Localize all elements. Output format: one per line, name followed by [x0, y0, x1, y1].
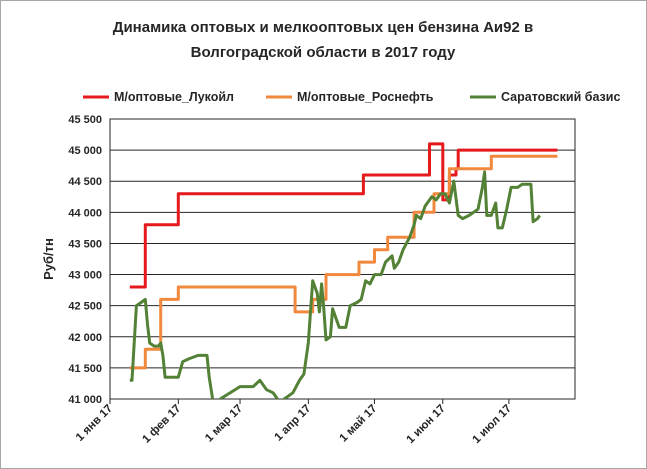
series-line-lukoil: [129, 142, 558, 289]
y-tick-label: 43 000: [68, 270, 102, 282]
y-axis-ticks: 41 000 41 500 42 000 42 500 43 000 43 500 44 0…: [68, 114, 102, 406]
legend-label-saratov: Саратовский базис: [501, 90, 620, 104]
chart-title-line-1: Динамика оптовых и мелкооптовых цен бенз…: [113, 19, 533, 36]
y-axis-title: Руб/тн: [41, 238, 56, 280]
x-tick-label: 1 май 17: [338, 403, 380, 445]
plot-area-frame: [109, 118, 576, 400]
y-tick-label: 41 500: [68, 363, 102, 375]
series-lines: [129, 142, 558, 399]
x-tick-label: 1 фев 17: [140, 403, 183, 446]
x-tick-label: 1 июл 17: [471, 403, 514, 446]
x-axis-ticks: 1 янв 17 1 фев 17 1 мар 17 1 апр 17 1 май 17…: [74, 399, 514, 446]
y-tick-label: 42 500: [68, 301, 102, 313]
chart-title-line-2: Волгоградской области в 2017 году: [191, 44, 456, 61]
gridlines: [110, 118, 575, 400]
y-tick-label: 45 000: [68, 145, 102, 157]
x-tick-label: 1 янв 17: [74, 403, 115, 444]
y-tick-label: 45 500: [68, 114, 102, 126]
y-tick-label: 44 500: [68, 176, 102, 188]
y-tick-label: 42 000: [68, 332, 102, 344]
legend-label-lukoil: М/оптовые_Лукойл: [114, 90, 234, 104]
x-tick-label: 1 апр 17: [272, 403, 313, 444]
y-tick-label: 44 000: [68, 207, 102, 219]
chart-title: Динамика оптовых и мелкооптовых цен бенз…: [113, 19, 533, 61]
x-tick-label: 1 мар 17: [203, 403, 245, 445]
x-tick-label: 1 июн 17: [404, 403, 447, 446]
legend: М/оптовые_Лукойл М/оптовые_Роснефть Сара…: [83, 90, 620, 104]
series-line-saratov: [129, 170, 541, 399]
legend-label-rosneft: М/оптовые_Роснефть: [297, 90, 434, 104]
y-tick-label: 41 000: [68, 394, 102, 406]
series-line-rosneft: [129, 154, 558, 370]
y-tick-label: 43 500: [68, 238, 102, 250]
